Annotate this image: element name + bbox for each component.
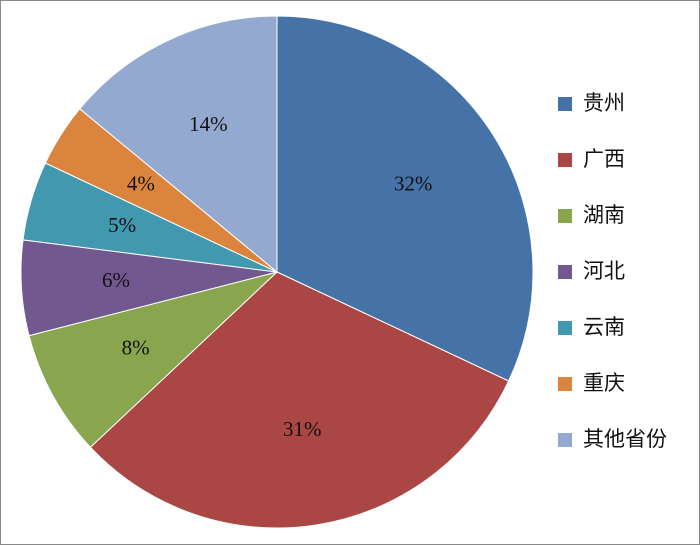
data-label: 5% — [108, 213, 136, 237]
legend-swatch — [558, 377, 572, 391]
data-label: 4% — [127, 171, 155, 195]
legend-label: 重庆 — [583, 371, 625, 395]
pie-slice — [28, 271, 278, 448]
pie-slice — [79, 15, 278, 274]
legend-swatch — [558, 97, 572, 111]
data-label: 32% — [394, 171, 433, 195]
pie-slice — [89, 271, 510, 529]
legend-swatch — [558, 321, 572, 335]
legend-swatch — [558, 209, 572, 223]
legend-label: 湖南 — [583, 203, 625, 227]
pie-slice — [276, 15, 534, 382]
legend-label: 其他省份 — [583, 427, 667, 451]
data-label: 6% — [102, 268, 130, 292]
legend-label: 河北 — [583, 259, 625, 283]
legend-label: 贵州 — [583, 91, 625, 115]
legend-label: 云南 — [583, 315, 625, 339]
data-label: 14% — [189, 112, 228, 136]
legend-swatch — [558, 153, 572, 167]
legend-label: 广西 — [583, 147, 625, 171]
legend-swatch — [558, 265, 572, 279]
data-label: 31% — [283, 417, 322, 441]
legend-swatch — [558, 433, 572, 447]
data-label: 8% — [122, 336, 150, 360]
